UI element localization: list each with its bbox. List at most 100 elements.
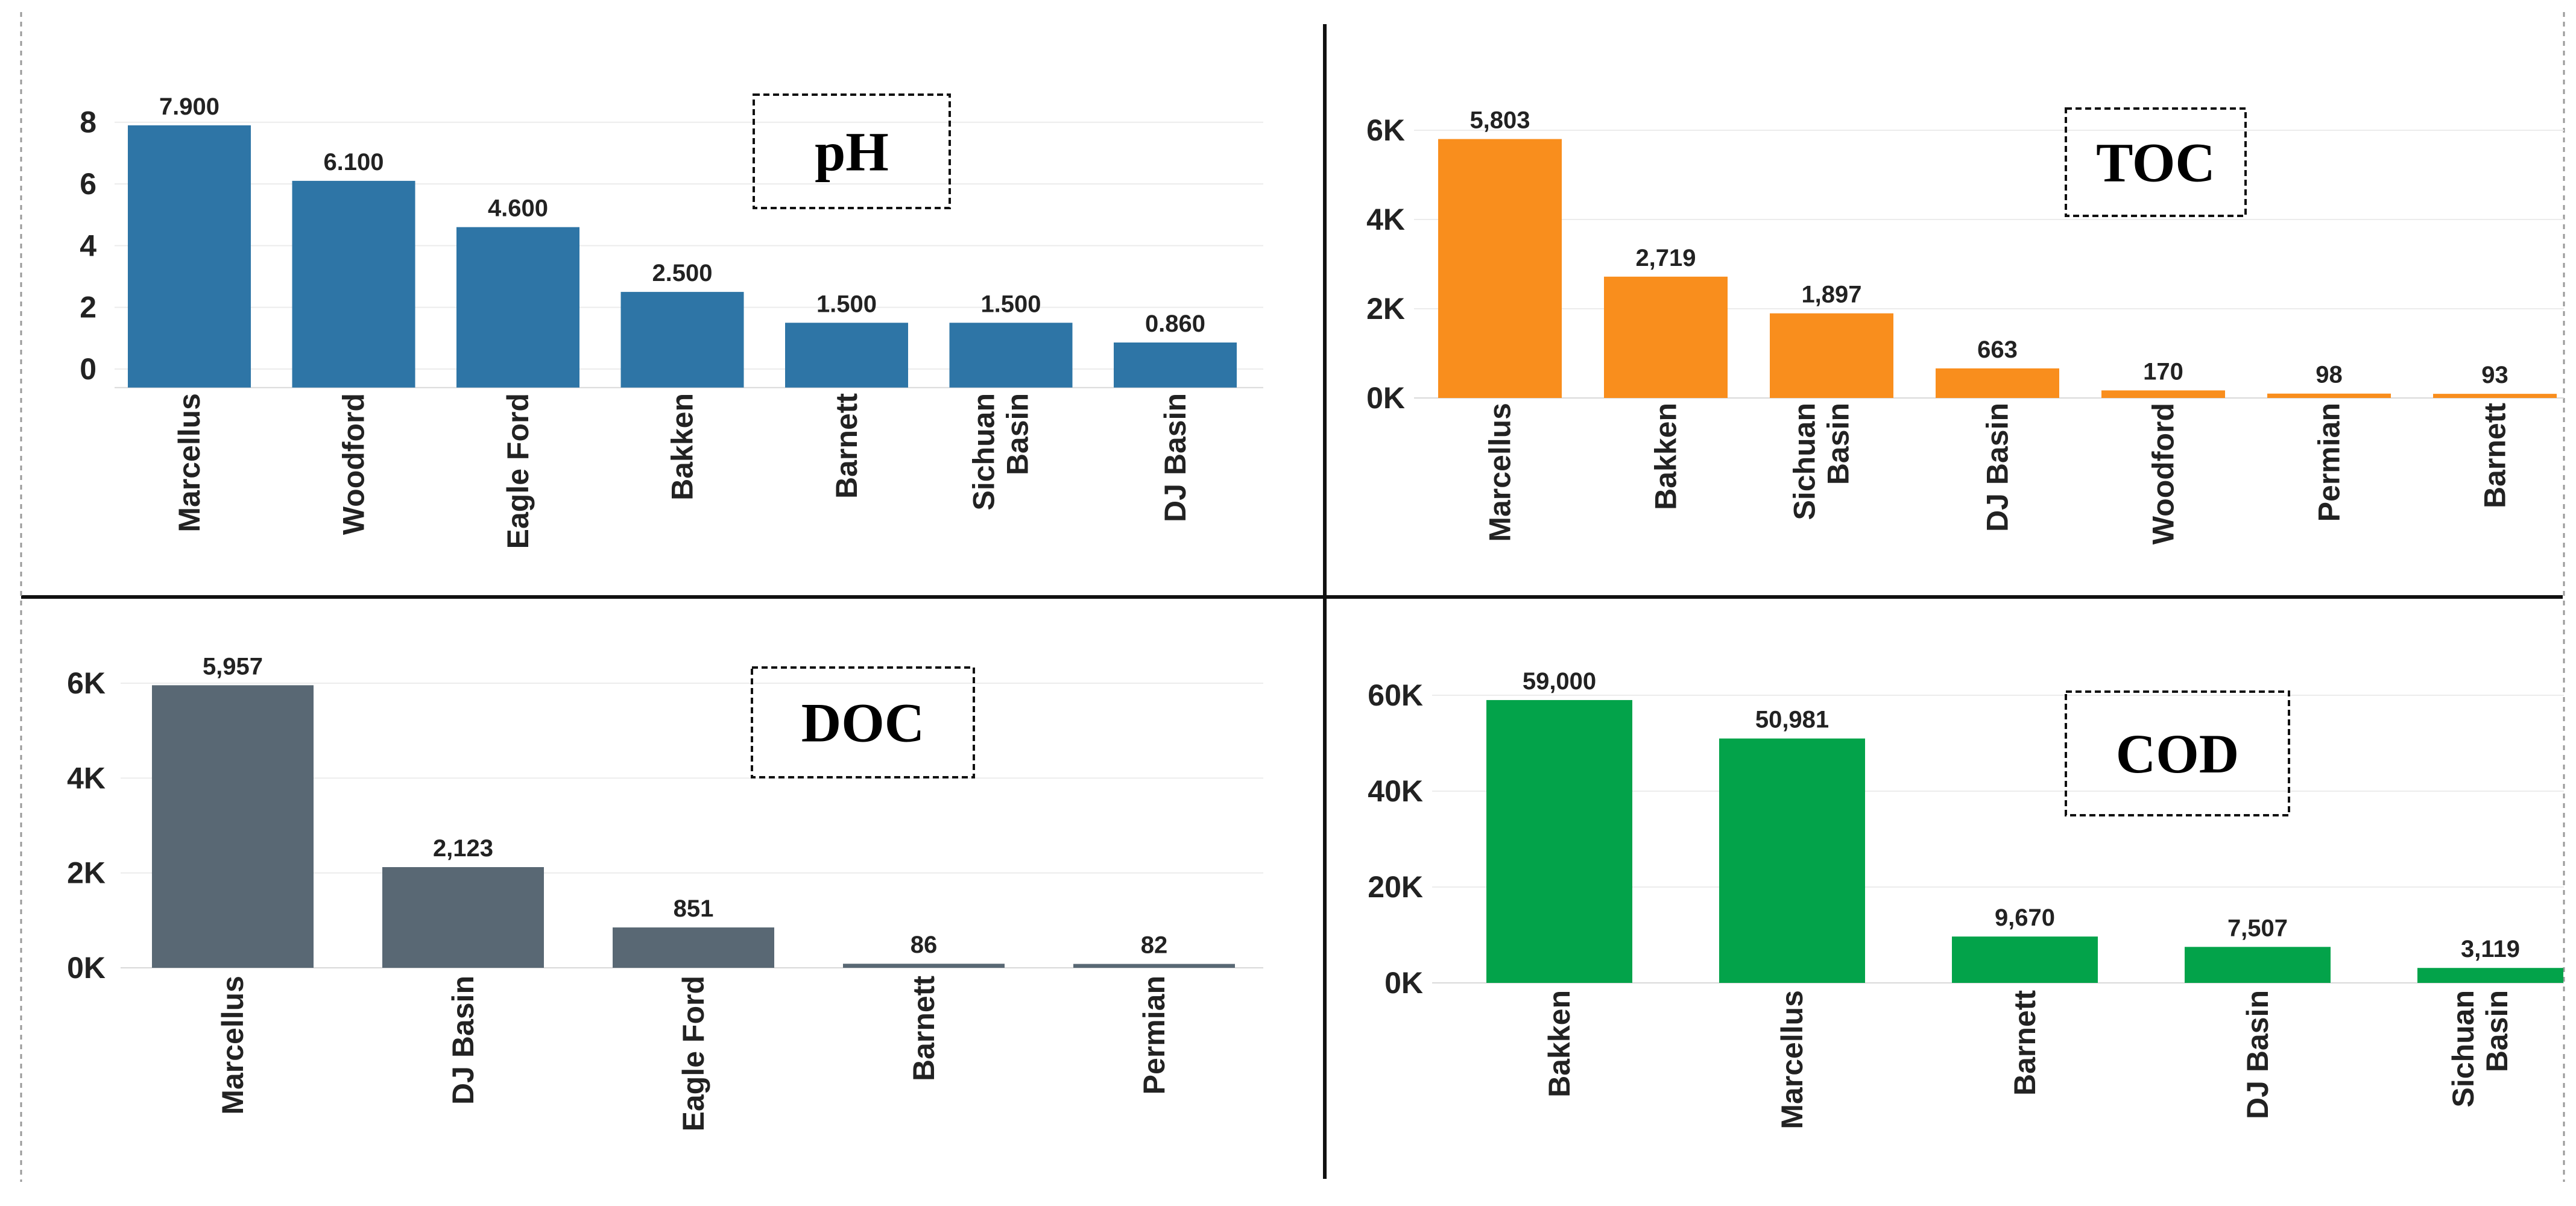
bar-barnett (843, 964, 1005, 968)
category-label: Woodford (2147, 403, 2180, 545)
bar-bakken (620, 292, 744, 388)
category-label: Woodford (337, 393, 371, 535)
category-label: Marcellus (216, 976, 250, 1115)
data-label: 1,897 (1801, 282, 1861, 308)
category-label: Bakken (1542, 990, 1576, 1097)
chart-title: TOC (2096, 131, 2215, 193)
y-tick-label: 40K (1368, 774, 1423, 808)
data-label: 5,957 (203, 653, 263, 680)
bar-marcellus (152, 685, 314, 968)
y-tick-label: 20K (1368, 870, 1423, 904)
category-label: Permian (2312, 403, 2346, 522)
y-tick-label: 60K (1368, 678, 1423, 712)
data-label: 4.600 (488, 195, 548, 222)
bar-bakken (1604, 276, 1728, 398)
bar-sichuan-basin (1770, 313, 1893, 398)
chart-title: DOC (801, 692, 924, 753)
y-tick-label: 2K (1366, 292, 1405, 326)
data-label: 170 (2143, 358, 2183, 385)
category-label: DJ Basin (446, 976, 480, 1105)
category-label: Barnett (2008, 990, 2042, 1096)
category-label: Marcellus (172, 393, 206, 532)
category-label: SichuanBasin (1788, 403, 1855, 520)
bar-permian (2267, 393, 2391, 398)
data-label: 0.860 (1145, 311, 1205, 337)
y-tick-label: 4K (67, 761, 106, 795)
data-label: 6.100 (323, 149, 384, 175)
bar-dj-basin (382, 867, 544, 968)
data-label: 7.900 (159, 93, 219, 120)
title-box (2065, 690, 2290, 816)
bar-eagle-ford (456, 227, 579, 388)
data-label: 7,507 (2227, 915, 2288, 941)
y-tick-label: 2 (80, 291, 96, 324)
data-label: 2.500 (652, 260, 712, 286)
title-box (751, 666, 975, 778)
chart-title: COD (2116, 723, 2239, 785)
bar-dj-basin (1114, 343, 1237, 388)
bar-eagle-ford (613, 927, 774, 968)
bar-bakken (1486, 699, 1632, 983)
bar-marcellus (1438, 139, 1562, 398)
chart-cod: 0K 20K 40K 60K 59,000 Bakken 50,981 Marcellus 9,… (1368, 668, 2564, 1129)
chart-doc: 0K 2K 4K 6K 5,957 Marcellus 2,123 DJ Basin 851 Ea… (67, 653, 1263, 1131)
category-label: Eagle Ford (677, 976, 710, 1131)
data-label: 59,000 (1523, 668, 1596, 695)
title-box (753, 93, 951, 209)
category-label: Bakken (666, 393, 699, 500)
category-label: Marcellus (1483, 403, 1517, 542)
data-label: 2,719 (1635, 245, 1696, 271)
data-label: 82 (1141, 932, 1168, 959)
y-tick-label: 2K (67, 856, 106, 890)
data-label: 9,670 (1995, 904, 2055, 931)
category-label: Marcellus (1775, 990, 1809, 1129)
y-tick-label: 6K (1366, 113, 1405, 147)
data-label: 1.500 (980, 291, 1041, 317)
bar-permian (1073, 964, 1235, 968)
category-label: Barnett (830, 393, 863, 499)
bar-sichuan-basin (949, 323, 1073, 388)
y-tick-label: 6 (80, 167, 96, 201)
data-label: 98 (2316, 362, 2343, 388)
bar-sichuan-basin (2417, 968, 2563, 983)
category-label: Bakken (1649, 403, 1683, 510)
category-label: SichuanBasin (967, 393, 1035, 510)
bar-woodford (292, 180, 415, 388)
data-label: 50,981 (1755, 707, 1829, 733)
category-label: Barnett (2478, 403, 2512, 508)
data-label: 86 (911, 932, 938, 958)
category-label: SichuanBasin (2446, 990, 2514, 1107)
chart-title: pH (815, 121, 889, 182)
bar-barnett (1952, 936, 2098, 983)
category-label: DJ Basin (2241, 990, 2275, 1119)
data-label: 5,803 (1470, 107, 1530, 134)
data-label: 851 (674, 895, 714, 922)
bar-dj-basin (2185, 947, 2331, 983)
y-tick-label: 6K (67, 666, 106, 700)
bar-marcellus (1719, 738, 1865, 983)
category-label: Eagle Ford (501, 393, 535, 549)
data-label: 1.500 (816, 291, 877, 317)
data-label: 663 (1977, 336, 2018, 363)
y-tick-label: 4 (80, 229, 96, 262)
chart-ph: 0 2 4 6 8 7.900 Marcellus 6.100 Woodford 4.600 Eag… (80, 93, 1263, 549)
title-box (2065, 107, 2247, 217)
y-tick-label: 4K (1366, 203, 1405, 236)
category-label: DJ Basin (1981, 403, 2015, 532)
bar-barnett (2433, 394, 2557, 398)
bar-marcellus (128, 125, 251, 388)
y-tick-label: 8 (80, 106, 96, 139)
category-label: Barnett (907, 976, 941, 1081)
data-label: 3,119 (2461, 936, 2520, 962)
chart-toc: 0K 2K 4K 6K 5,803 Marcellus 2,719 Bakken 1,897 Si… (1366, 107, 2564, 545)
y-tick-label: 0 (80, 352, 96, 386)
bar-barnett (785, 323, 908, 388)
category-label: Permian (1137, 976, 1171, 1094)
y-tick-label: 0K (67, 951, 106, 985)
category-label: DJ Basin (1158, 393, 1192, 522)
data-label: 2,123 (433, 835, 493, 862)
y-tick-label: 0K (1366, 381, 1405, 415)
bar-dj-basin (1936, 368, 2059, 398)
